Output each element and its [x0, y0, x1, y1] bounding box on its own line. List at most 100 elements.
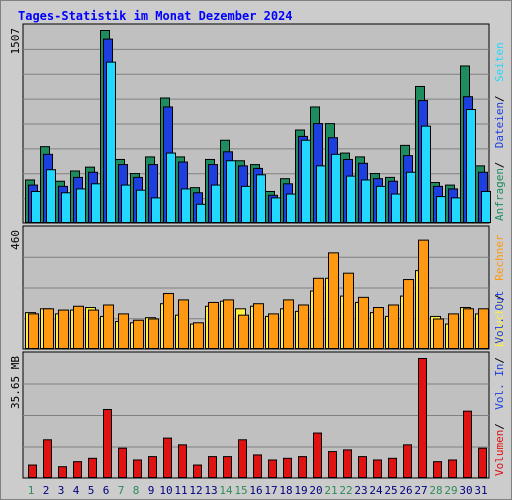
- bar-rechner-day-29: [448, 313, 459, 349]
- bar-seiten-day-7: [121, 184, 131, 224]
- bar-rechner-day-12: [193, 322, 204, 350]
- bar-rechner-day-19: [298, 304, 309, 350]
- bar-volumen-day-9: [148, 456, 157, 478]
- x-tick-label-day-21: 21: [324, 484, 337, 497]
- bar-rechner-day-16: [253, 303, 264, 349]
- legend-separator: /: [493, 294, 506, 301]
- bar-rechner-day-24: [373, 307, 384, 350]
- x-tick-label-day-22: 22: [339, 484, 352, 497]
- bar-volumen-day-8: [133, 459, 142, 478]
- chart-title: Tages-Statistik im Monat Dezember 2024: [18, 9, 293, 23]
- legend-separator: /: [493, 423, 506, 430]
- bar-rechner-day-4: [73, 305, 84, 349]
- bar-volumen-day-10: [163, 437, 172, 479]
- bar-volumen-day-20: [313, 432, 322, 478]
- bar-volumen-day-15: [238, 439, 247, 478]
- x-tick-label-day-15: 15: [234, 484, 247, 497]
- bar-volumen-day-21: [328, 451, 337, 479]
- x-tick-label-day-24: 24: [369, 484, 383, 497]
- bar-rechner-day-3: [58, 309, 69, 349]
- bar-rechner-day-28: [433, 318, 444, 350]
- x-tick-label-day-19: 19: [294, 484, 307, 497]
- bar-rechner-day-9: [148, 318, 159, 350]
- y-max-label: 460: [9, 230, 22, 250]
- bar-volumen-day-6: [103, 408, 112, 478]
- bar-volumen-day-11: [178, 444, 187, 479]
- x-tick-label-day-13: 13: [204, 484, 217, 497]
- bar-seiten-day-29: [451, 197, 461, 224]
- legend-separator: /: [493, 162, 506, 169]
- bar-volumen-day-25: [388, 457, 397, 479]
- bar-rechner-day-2: [43, 308, 54, 350]
- bar-volumen-day-22: [343, 449, 352, 478]
- x-tick-label-day-17: 17: [264, 484, 277, 497]
- y-max-label: 35.65 MB: [9, 356, 22, 409]
- bar-seiten-day-9: [151, 197, 161, 224]
- bar-rechner-day-27: [418, 239, 429, 349]
- bar-volumen-day-12: [193, 464, 202, 479]
- bar-rechner-day-26: [403, 279, 414, 350]
- bar-seiten-day-10: [166, 152, 176, 223]
- x-tick-label-day-28: 28: [429, 484, 442, 497]
- bar-seiten-day-25: [391, 193, 401, 223]
- x-tick-label-day-7: 7: [118, 484, 125, 497]
- bar-rechner-day-17: [268, 313, 279, 349]
- bar-rechner-day-18: [283, 299, 294, 349]
- bar-volumen-day-29: [448, 459, 457, 478]
- bar-seiten-day-6: [106, 61, 116, 224]
- bar-seiten-day-17: [271, 197, 281, 224]
- bar-rechner-day-7: [118, 313, 129, 349]
- legend-rechner: Rechner: [493, 234, 506, 281]
- bar-volumen-day-1: [28, 464, 37, 479]
- legend-seiten: Seiten: [493, 42, 506, 82]
- bar-seiten-day-8: [136, 189, 146, 223]
- bar-volumen-day-7: [118, 447, 127, 479]
- bar-seiten-day-21: [331, 153, 341, 223]
- x-tick-label-day-6: 6: [103, 484, 110, 497]
- x-tick-label-day-8: 8: [133, 484, 140, 497]
- legend-dateien: Dateien: [493, 102, 506, 148]
- bar-volumen-day-14: [223, 456, 232, 478]
- x-tick-label-day-18: 18: [279, 484, 292, 497]
- x-tick-label-day-26: 26: [399, 484, 412, 497]
- bar-rechner-day-6: [103, 304, 114, 350]
- bar-rechner-day-30: [463, 308, 474, 350]
- x-tick-label-day-9: 9: [148, 484, 155, 497]
- bar-volumen-day-31: [478, 447, 487, 479]
- bar-rechner-day-31: [478, 308, 489, 350]
- bar-volumen-day-5: [88, 457, 97, 479]
- x-tick-label-day-23: 23: [354, 484, 367, 497]
- bar-seiten-day-3: [61, 192, 71, 224]
- x-tick-label-day-2: 2: [43, 484, 50, 497]
- bar-rechner-day-15: [238, 314, 249, 350]
- bar-seiten-day-2: [46, 169, 56, 223]
- bar-rechner-day-11: [178, 299, 189, 349]
- bar-rechner-day-1: [28, 313, 39, 349]
- bar-rechner-day-14: [223, 299, 234, 349]
- bar-volumen-day-26: [403, 444, 412, 479]
- x-tick-label-day-31: 31: [474, 484, 487, 497]
- legend-vol-in: Vol. In: [493, 363, 506, 409]
- y-max-label: 1507: [9, 28, 22, 55]
- legend-anfragen: Anfragen: [493, 168, 506, 221]
- bar-rechner-day-8: [133, 319, 144, 349]
- x-tick-label-day-10: 10: [159, 484, 172, 497]
- bar-seiten-day-15: [241, 185, 251, 223]
- bar-volumen-day-30: [463, 410, 472, 479]
- bar-rechner-day-20: [313, 277, 324, 350]
- bar-rechner-day-23: [358, 296, 369, 350]
- bar-rechner-day-22: [343, 272, 354, 349]
- legend-volumen: Volumen: [493, 430, 506, 476]
- x-tick-label-day-3: 3: [58, 484, 65, 497]
- bar-volumen-day-27: [418, 358, 427, 478]
- bar-volumen-day-19: [298, 456, 307, 478]
- bar-rechner-day-13: [208, 301, 219, 349]
- bar-seiten-day-14: [226, 160, 236, 223]
- legend-vol-out: Vol. Out: [493, 291, 506, 344]
- bar-rechner-day-10: [163, 293, 174, 350]
- bar-volumen-day-23: [358, 456, 367, 478]
- bar-seiten-day-24: [376, 185, 386, 223]
- bar-rechner-day-21: [328, 252, 339, 349]
- bar-seiten-day-20: [316, 165, 326, 223]
- x-tick-label-day-27: 27: [414, 484, 427, 497]
